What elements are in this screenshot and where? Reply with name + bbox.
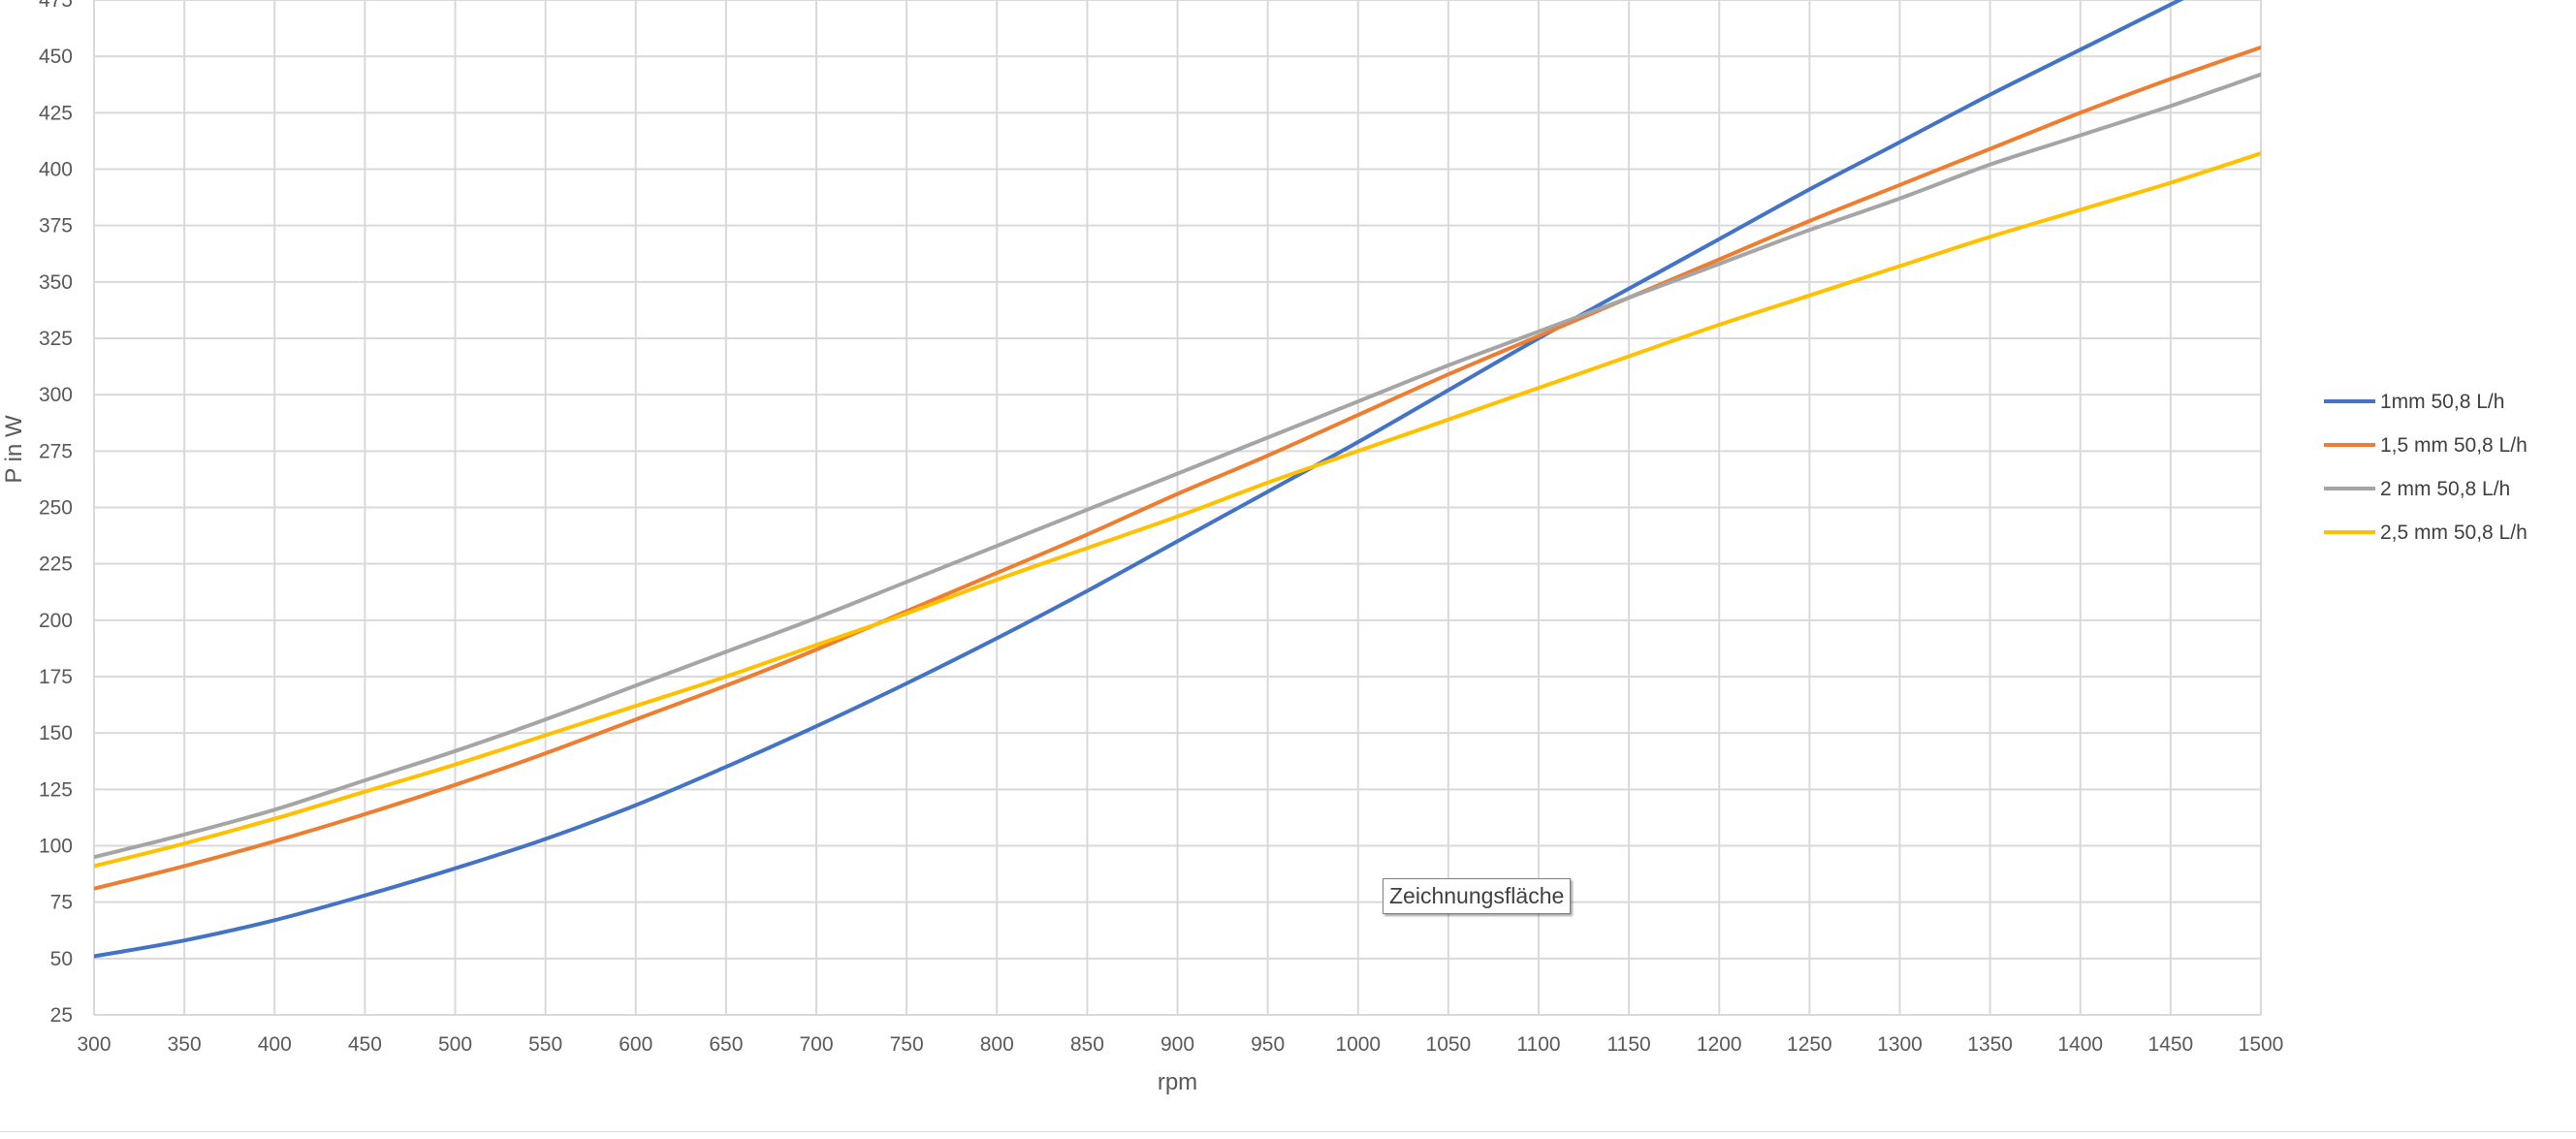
- y-tick-label: 200: [39, 610, 73, 632]
- y-tick-label: 100: [39, 836, 73, 858]
- x-tick-label: 1150: [1607, 1033, 1651, 1056]
- x-tick-label: 1300: [1877, 1033, 1923, 1056]
- y-tick-label: 450: [39, 46, 73, 68]
- sheet-edge-line: [0, 1131, 2576, 1132]
- x-tick-label: 850: [1070, 1033, 1104, 1056]
- x-axis-title: rpm: [1158, 1069, 1197, 1095]
- x-tick-label: 750: [890, 1033, 924, 1056]
- y-tick-label: 50: [50, 948, 73, 970]
- series-line-2[interactable]: [94, 45, 2261, 891]
- y-tick-label: 300: [39, 384, 73, 406]
- x-axis: 300 350 400 450 500 550 600 650 700 750 800 850 900 9…: [77, 1033, 2283, 1056]
- legend-label: 2 mm 50,8 L/h: [2380, 478, 2510, 500]
- y-axis: 25 50 75 100 125 150 175 200 225 250 275 300 325 350 3…: [39, 0, 73, 1027]
- y-tick-label: 350: [39, 271, 73, 294]
- y-axis-title: P in W: [1, 415, 27, 484]
- y-tick-label: 275: [39, 440, 73, 462]
- x-tick-label: 800: [980, 1033, 1014, 1056]
- x-tick-label: 1000: [1335, 1033, 1381, 1056]
- legend-label: 1mm 50,8 L/h: [2380, 391, 2504, 413]
- legend-item[interactable]: 2 mm 50,8 L/h: [2324, 478, 2510, 500]
- legend-item[interactable]: 1mm 50,8 L/h: [2324, 391, 2504, 413]
- series-line-3[interactable]: [94, 72, 2261, 860]
- plot-series[interactable]: [94, 0, 2261, 959]
- y-tick-label: 425: [39, 102, 73, 124]
- y-tick-label: 475: [39, 0, 73, 12]
- x-tick-label: 1050: [1426, 1033, 1472, 1056]
- series-line-1[interactable]: [94, 0, 2261, 959]
- x-tick-label: 550: [528, 1033, 562, 1056]
- x-tick-label: 900: [1161, 1033, 1194, 1056]
- legend-item[interactable]: 1,5 mm 50,8 L/h: [2324, 434, 2528, 457]
- x-tick-label: 950: [1251, 1033, 1285, 1056]
- y-tick-label: 250: [39, 497, 73, 520]
- x-tick-label: 1250: [1787, 1033, 1832, 1056]
- x-tick-label: 1350: [1967, 1033, 2013, 1056]
- y-tick-label: 225: [39, 554, 73, 576]
- legend-label: 1,5 mm 50,8 L/h: [2380, 434, 2528, 457]
- plot-area-tooltip: Zeichnungsfläche: [1383, 878, 1572, 914]
- y-tick-label: 150: [39, 722, 73, 744]
- y-tick-label: 25: [50, 1004, 73, 1027]
- y-tick-label: 325: [39, 328, 73, 350]
- y-tick-label: 375: [39, 215, 73, 237]
- y-tick-label: 125: [39, 778, 73, 801]
- series-line-4[interactable]: [94, 151, 2261, 869]
- x-tick-label: 300: [77, 1033, 111, 1056]
- x-tick-label: 700: [799, 1033, 833, 1056]
- x-tick-label: 1100: [1516, 1033, 1560, 1056]
- x-tick-label: 1400: [2057, 1033, 2103, 1056]
- x-tick-label: 1450: [2148, 1033, 2194, 1056]
- x-tick-label: 500: [438, 1033, 472, 1056]
- legend-label: 2,5 mm 50,8 L/h: [2380, 522, 2528, 544]
- legend-item[interactable]: 2,5 mm 50,8 L/h: [2324, 522, 2528, 544]
- legend[interactable]: 1mm 50,8 L/h 1,5 mm 50,8 L/h 2 mm 50,8 L/h…: [2324, 391, 2528, 544]
- x-tick-label: 650: [709, 1033, 743, 1056]
- y-tick-label: 400: [39, 159, 73, 181]
- y-tick-label: 175: [39, 666, 73, 688]
- x-tick-label: 400: [258, 1033, 292, 1056]
- x-tick-label: 600: [619, 1033, 652, 1056]
- x-tick-label: 350: [168, 1033, 202, 1056]
- x-tick-label: 1500: [2239, 1033, 2284, 1056]
- gridlines: [93, 0, 2262, 1016]
- y-tick-label: 75: [50, 892, 73, 914]
- x-tick-label: 1200: [1697, 1033, 1742, 1056]
- x-tick-label: 450: [348, 1033, 382, 1056]
